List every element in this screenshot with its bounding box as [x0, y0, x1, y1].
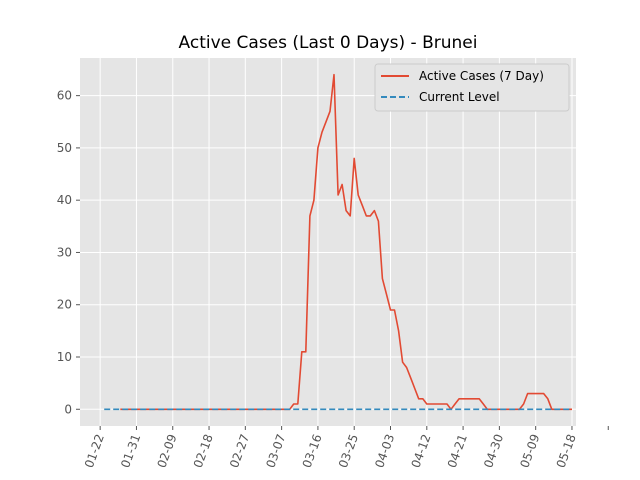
- y-tick-label: 20: [57, 298, 72, 312]
- x-tick-label: 05-09: [517, 432, 542, 470]
- y-tick-label: 30: [57, 245, 72, 259]
- series-line-active-cases: [120, 73, 572, 411]
- legend-box: [374, 63, 570, 112]
- x-tick-label: 04-12: [409, 432, 434, 470]
- x-tick-label: 03-25: [336, 432, 361, 470]
- x-tick-label: 04-30: [481, 432, 506, 470]
- grid: [80, 58, 576, 426]
- x-tick-label: 03-16: [300, 432, 325, 470]
- y-tick-label: 50: [57, 141, 72, 155]
- x-tick-label: 01-22: [82, 432, 107, 470]
- legend-label-active: Active Cases (7 Day): [419, 69, 544, 83]
- x-tick-label: 02-18: [191, 432, 216, 470]
- x-tick-label: 02-09: [154, 432, 179, 470]
- x-tick-label: 04-21: [445, 432, 470, 470]
- x-tick-label: 02-27: [227, 432, 252, 470]
- x-tick-label: 04-03: [372, 432, 397, 470]
- y-tick-label: 10: [57, 350, 72, 364]
- x-tick-label: 05-18: [554, 432, 579, 470]
- chart-title: Active Cases (Last 0 Days) - Brunei: [179, 33, 478, 53]
- series-lines: [104, 73, 572, 411]
- y-axis: 0 10 20 30 40 50 60: [57, 89, 80, 416]
- y-tick-label: 40: [57, 193, 72, 207]
- x-axis: 01-22 01-31 02-09 02-18 02-27 03-07 03-16 03-25…: [82, 426, 609, 470]
- plot-area: [80, 58, 576, 426]
- y-tick-label: 60: [57, 89, 72, 103]
- x-tick-label: 03-07: [263, 432, 288, 470]
- x-tick-label: 01-31: [118, 432, 143, 470]
- legend-label-current: Current Level: [419, 90, 500, 104]
- y-tick-label: 0: [64, 402, 72, 416]
- legend: Active Cases (7 Day) Current Level: [374, 63, 570, 112]
